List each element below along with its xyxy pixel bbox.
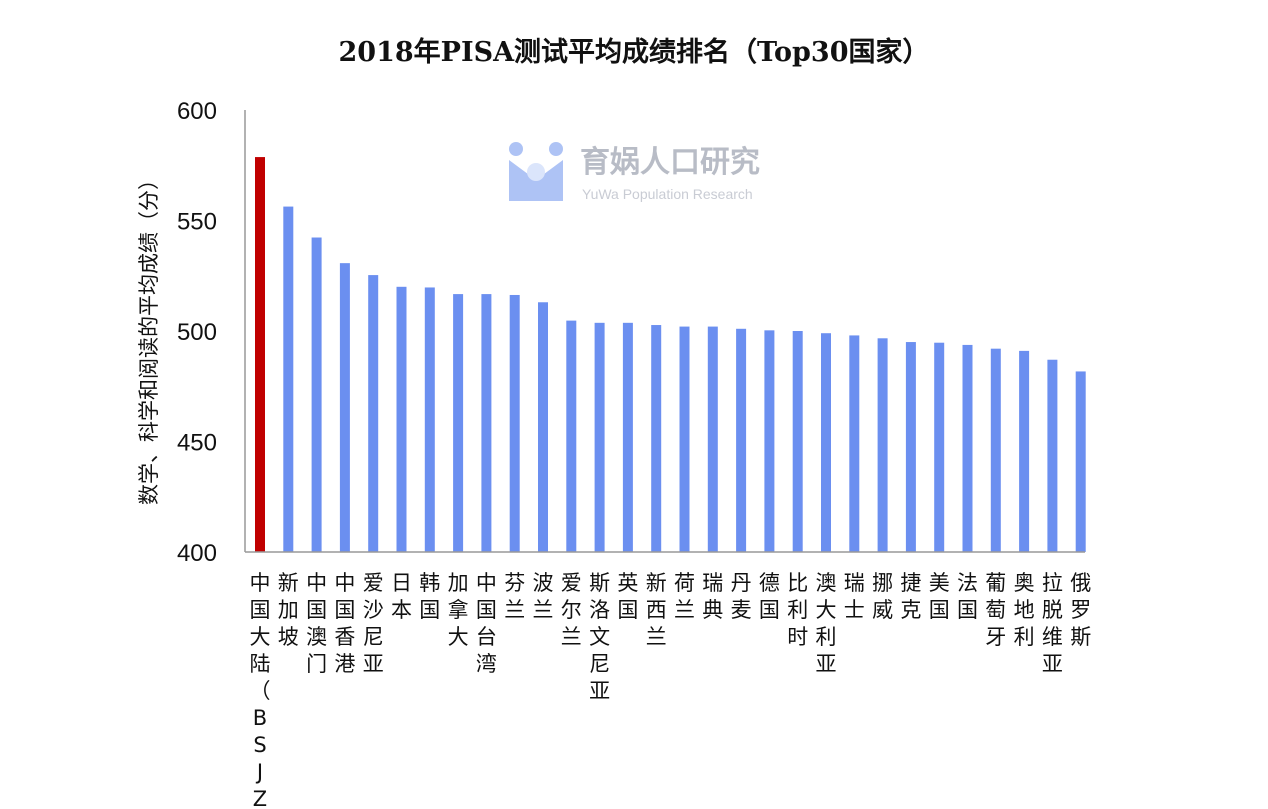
x-tick-label: 拉脱维亚 bbox=[1042, 571, 1063, 676]
bars bbox=[255, 157, 1086, 552]
bar bbox=[481, 294, 492, 552]
watermark-logo-icon bbox=[509, 142, 563, 201]
bar bbox=[255, 157, 265, 552]
bar bbox=[651, 325, 662, 552]
bar bbox=[1075, 371, 1086, 552]
x-tick-label: 斯洛文尼亚 bbox=[589, 571, 610, 703]
bar bbox=[849, 335, 860, 552]
bar bbox=[424, 287, 435, 552]
bar bbox=[283, 206, 294, 552]
y-axis-label: 数学、科学和阅读的平均成绩（分） bbox=[137, 169, 161, 505]
bar bbox=[934, 342, 945, 552]
y-tick-label: 550 bbox=[177, 209, 217, 236]
bar bbox=[990, 348, 1001, 552]
x-tick-label: 波兰 bbox=[533, 571, 554, 622]
x-tick-label: 瑞士 bbox=[844, 571, 865, 622]
watermark-subtitle: YuWa Population Research bbox=[582, 186, 753, 202]
bar bbox=[962, 344, 973, 552]
x-tick-label: 丹麦 bbox=[731, 571, 752, 622]
y-tick-label: 400 bbox=[177, 540, 217, 567]
bar bbox=[453, 294, 464, 552]
bar bbox=[877, 338, 888, 552]
bar bbox=[622, 322, 633, 552]
bar bbox=[707, 326, 718, 552]
x-tick-label: 法国 bbox=[957, 571, 978, 622]
x-tick-label: 比利时 bbox=[787, 571, 808, 649]
bar bbox=[396, 286, 407, 552]
x-tick-label: 美国 bbox=[929, 571, 950, 622]
bar bbox=[368, 275, 379, 552]
x-tick-label: 韩国 bbox=[419, 571, 440, 622]
bar bbox=[594, 322, 605, 552]
x-tick-label: 新加坡 bbox=[278, 571, 299, 649]
x-tick-label: 爱尔兰 bbox=[561, 571, 582, 649]
x-tick-label: 中国澳门 bbox=[306, 571, 327, 676]
bar bbox=[821, 333, 831, 552]
bar bbox=[509, 294, 520, 552]
watermark: 育娲人口研究 YuWa Population Research bbox=[509, 142, 760, 202]
bar bbox=[736, 328, 747, 552]
x-tick-label: 奥地利 bbox=[1014, 571, 1035, 649]
x-tick-label: 德国 bbox=[759, 571, 780, 622]
x-tick-label: 挪威 bbox=[872, 571, 893, 622]
x-tick-label: 捷克 bbox=[900, 571, 921, 622]
bar bbox=[339, 263, 350, 552]
x-tick-label: 俄罗斯 bbox=[1070, 571, 1091, 649]
bar bbox=[792, 331, 803, 552]
x-tick-label: 加拿大 bbox=[448, 571, 469, 649]
x-tick-label: 葡萄牙 bbox=[985, 571, 1006, 649]
x-tick-label: 芬兰 bbox=[504, 571, 525, 622]
y-tick-label: 500 bbox=[177, 319, 217, 346]
bar bbox=[311, 237, 322, 552]
watermark-name: 育娲人口研究 bbox=[580, 145, 760, 180]
x-tick-label: 爱沙尼亚 bbox=[363, 571, 384, 676]
bar bbox=[1047, 359, 1058, 552]
y-tick-label: 450 bbox=[177, 430, 217, 457]
x-tick-label: 澳大利亚 bbox=[816, 571, 837, 676]
chart-title: 2018年PISA测试平均成绩排名（Top30国家） bbox=[338, 37, 930, 68]
x-tick-label: 荷兰 bbox=[674, 571, 695, 622]
x-tick-label: 中国香港 bbox=[334, 571, 355, 676]
x-tick-label: 中国台湾 bbox=[476, 571, 497, 676]
x-tick-label: 瑞典 bbox=[702, 571, 723, 622]
x-tick-label: 日本 bbox=[391, 571, 412, 622]
bar bbox=[764, 330, 775, 552]
y-axis-ticks: 400 450 500 550 600 bbox=[177, 98, 217, 567]
x-tick-label: 英国 bbox=[617, 571, 638, 622]
bar bbox=[679, 326, 690, 552]
bar bbox=[1019, 350, 1030, 552]
x-tick-label: 新西兰 bbox=[646, 571, 667, 649]
bar bbox=[905, 342, 916, 552]
bar bbox=[566, 320, 577, 552]
bar bbox=[538, 302, 548, 552]
y-tick-label: 600 bbox=[177, 98, 217, 125]
